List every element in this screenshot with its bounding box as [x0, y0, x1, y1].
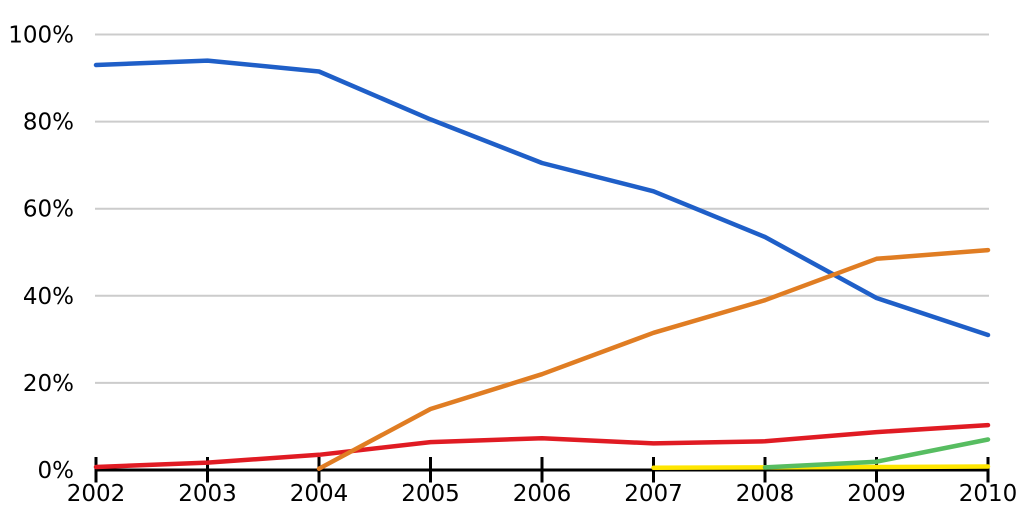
- series-green-line: [762, 437, 991, 470]
- y-axis-label: 100%: [8, 23, 74, 49]
- y-axis-label: 20%: [23, 371, 74, 397]
- x-axis-label: 2009: [847, 481, 906, 506]
- series-yellow-line: [651, 464, 991, 471]
- x-axis-label: 2004: [290, 481, 349, 506]
- x-axis-label: 2007: [624, 481, 683, 506]
- series-orange-line: [316, 247, 991, 471]
- series-blue-line: [93, 58, 991, 338]
- y-axis-label: 0%: [38, 458, 75, 484]
- y-axis-label: 40%: [23, 284, 74, 310]
- x-axis-label: 2010: [959, 481, 1018, 506]
- x-axis-label: 2008: [736, 481, 795, 506]
- y-axis-label: 60%: [23, 197, 74, 223]
- x-axis-label: 2003: [178, 481, 237, 506]
- series-red-line: [93, 422, 991, 470]
- y-axis-label: 80%: [23, 110, 74, 136]
- x-axis-label: 2005: [401, 481, 460, 506]
- x-axis-label: 2002: [67, 481, 126, 506]
- x-axis-label: 2006: [513, 481, 572, 506]
